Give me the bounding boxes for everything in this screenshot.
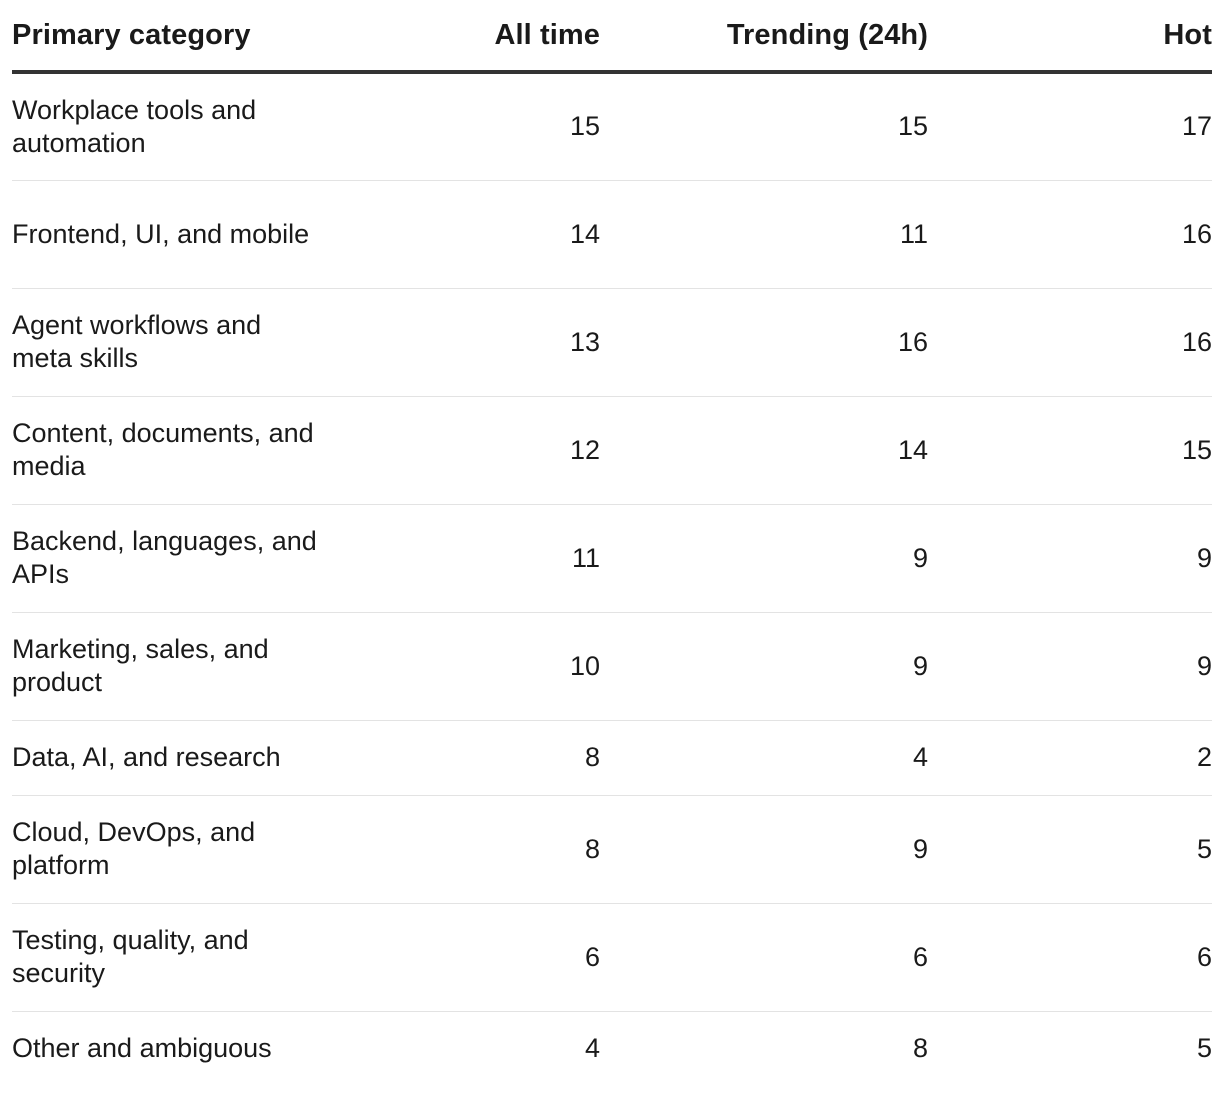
all-time-cell: 15 xyxy=(322,72,600,181)
hot-cell: 9 xyxy=(928,504,1212,613)
trending-cell: 11 xyxy=(600,180,928,289)
category-cell: Frontend, UI, and mobile xyxy=(12,180,322,289)
all-time-cell: 8 xyxy=(322,720,600,796)
trending-cell: 16 xyxy=(600,288,928,397)
trending-cell: 14 xyxy=(600,396,928,505)
trending-cell: 9 xyxy=(600,504,928,613)
category-cell: Marketing, sales, and product xyxy=(12,612,322,721)
all-time-cell: 14 xyxy=(322,180,600,289)
hot-cell: 2 xyxy=(928,720,1212,796)
all-time-cell: 6 xyxy=(322,903,600,1012)
hot-cell: 17 xyxy=(928,72,1212,181)
table-body: Workplace tools and automation 15 15 17 … xyxy=(12,72,1212,1086)
header-primary-category: Primary category xyxy=(12,0,322,74)
table-header: Primary category All time Trending (24h)… xyxy=(12,0,1212,74)
hot-cell: 9 xyxy=(928,612,1212,721)
category-counts-table: Primary category All time Trending (24h)… xyxy=(12,0,1212,1086)
category-table-container: Primary category All time Trending (24h)… xyxy=(12,0,1212,1086)
category-cell: Other and ambiguous xyxy=(12,1033,272,1064)
header-row: Primary category All time Trending (24h)… xyxy=(12,0,1212,74)
all-time-cell: 10 xyxy=(322,612,600,721)
hot-cell: 15 xyxy=(928,396,1212,505)
all-time-cell: 11 xyxy=(322,504,600,613)
hot-cell: 6 xyxy=(928,903,1212,1012)
table-row: Agent workflows and meta skills 13 16 16 xyxy=(12,288,1212,397)
category-cell: Testing, quality, and security xyxy=(12,903,322,1012)
trending-cell: 15 xyxy=(600,72,928,181)
category-cell: Content, documents, and media xyxy=(12,396,322,505)
trending-cell: 4 xyxy=(600,720,928,796)
table-row: Marketing, sales, and product 10 9 9 xyxy=(12,612,1212,721)
table-row: Backend, languages, and APIs 11 9 9 xyxy=(12,504,1212,613)
category-cell: Workplace tools and automation xyxy=(12,72,322,181)
all-time-cell: 12 xyxy=(322,396,600,505)
category-cell: Cloud, DevOps, and platform xyxy=(12,795,322,904)
trending-cell: 9 xyxy=(600,795,928,904)
all-time-cell: 8 xyxy=(322,795,600,904)
table-row: Cloud, DevOps, and platform 8 9 5 xyxy=(12,795,1212,904)
hot-cell: 16 xyxy=(928,288,1212,397)
trending-cell: 9 xyxy=(600,612,928,721)
hot-cell: 5 xyxy=(1196,1033,1212,1064)
table-row: Frontend, UI, and mobile 14 11 16 xyxy=(12,180,1212,289)
category-cell: Agent workflows and meta skills xyxy=(12,288,322,397)
trending-cell: 6 xyxy=(600,903,928,1012)
table-row: Other and ambiguous 4 8 5 xyxy=(12,1011,1212,1086)
category-cell: Backend, languages, and APIs xyxy=(12,504,322,613)
table-row: Content, documents, and media 12 14 15 xyxy=(12,396,1212,505)
table-row: Testing, quality, and security 6 6 6 xyxy=(12,903,1212,1012)
hot-cell: 16 xyxy=(928,180,1212,289)
category-cell: Data, AI, and research xyxy=(12,720,322,796)
table-row: Data, AI, and research 8 4 2 xyxy=(12,720,1212,796)
all-time-cell: 13 xyxy=(322,288,600,397)
table-row: Workplace tools and automation 15 15 17 xyxy=(12,72,1212,181)
header-hot: Hot xyxy=(928,0,1212,74)
hot-cell: 5 xyxy=(928,795,1212,904)
header-all-time: All time xyxy=(322,0,600,74)
header-trending-24h: Trending (24h) xyxy=(600,0,928,74)
all-time-cell: 4 xyxy=(584,1033,600,1064)
trending-cell: 8 xyxy=(912,1033,928,1064)
